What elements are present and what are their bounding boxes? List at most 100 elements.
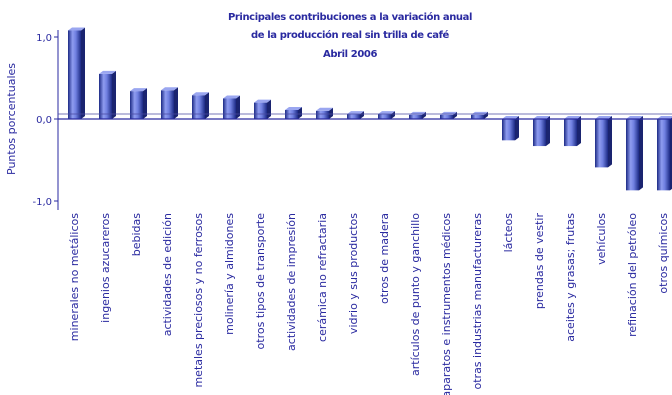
bar [409, 111, 426, 119]
chart-title-line-1: Principales contribuciones a la variació… [228, 11, 472, 23]
bar-side [577, 116, 581, 147]
bar [223, 95, 240, 119]
category-labels: minerales no metálicos ingenios azucarero… [68, 213, 670, 395]
bar-face [347, 114, 360, 119]
y-tick-label: -1,0 [32, 197, 52, 208]
bar-face [99, 73, 112, 119]
bar-face [564, 119, 577, 147]
bar-side [174, 87, 178, 119]
chart-title-line-2: de la producción real sin trilla de café [251, 29, 449, 41]
bar [130, 88, 147, 119]
bar-face [626, 119, 639, 191]
category-label: aparatos e instrumentos médicos [440, 213, 453, 395]
category-label: otros químicos [657, 213, 670, 294]
bar-side [608, 116, 612, 168]
bar-side [360, 111, 364, 119]
y-tick-label: 0,0 [36, 115, 52, 126]
bar-face [657, 119, 670, 191]
category-label: actividades de edición [161, 213, 174, 336]
bar [533, 116, 550, 147]
bar [68, 27, 85, 119]
bar-side [112, 70, 116, 119]
bar-side [329, 107, 333, 119]
bar-top [223, 95, 240, 99]
bar-side [205, 92, 209, 119]
category-label: actividades de impresión [285, 213, 298, 351]
bar-top [657, 116, 672, 119]
bar-side [81, 27, 85, 119]
bar-face [378, 114, 391, 119]
category-label: ingenios azucareros [99, 213, 112, 323]
bar [626, 116, 643, 191]
category-label: otras industrias manufactureras [471, 213, 484, 390]
bar-top [347, 111, 364, 115]
bar-top [626, 116, 643, 119]
bar-face [502, 119, 515, 141]
bar-top [254, 99, 271, 103]
bar [316, 107, 333, 119]
bar [595, 116, 612, 168]
bar [192, 92, 209, 119]
bar-face [130, 91, 143, 119]
bar-side [298, 106, 302, 119]
bar-face [223, 98, 236, 119]
category-label: bebidas [130, 213, 143, 257]
bar [657, 116, 672, 191]
bar-top [192, 92, 209, 96]
bar-top [502, 116, 519, 119]
bar [378, 111, 395, 119]
category-label: vidrio y sus productos [347, 213, 360, 334]
bar-face [533, 119, 546, 147]
y-ticks: 1,0 0,0 -1,0 [32, 33, 58, 208]
bar-face [161, 90, 174, 119]
category-label: minerales no metálicos [68, 213, 81, 341]
category-label: cerámica no refractaria [316, 213, 329, 342]
category-label: otros tipos de transporte [254, 213, 267, 350]
bar-top [130, 88, 147, 92]
bar-face [68, 30, 81, 119]
bar [440, 111, 457, 119]
bar-top [161, 87, 178, 91]
bar [564, 116, 581, 147]
bar-top [564, 116, 581, 119]
bar [347, 111, 364, 119]
category-label: refinación del petróleo [626, 213, 639, 337]
bar [161, 87, 178, 119]
category-label: otros de madera [378, 213, 391, 304]
category-label: metales preciosos y no ferrosos [192, 213, 205, 388]
category-label: artículos de punto y ganchillo [409, 213, 422, 376]
bar-face [192, 95, 205, 119]
bar [99, 70, 116, 119]
bar-top [316, 107, 333, 111]
bar-top [533, 116, 550, 119]
bar-side [143, 88, 147, 119]
bar-face [440, 114, 453, 119]
y-tick-label: 1,0 [36, 33, 52, 44]
y-axis-label: Puntos porcentuales [5, 63, 18, 175]
chart-title-line-3: Abril 2006 [323, 49, 377, 60]
bar-side [267, 99, 271, 119]
bar [471, 111, 488, 119]
bar-face [471, 114, 484, 119]
bar-top [68, 27, 85, 31]
bar-top [99, 70, 116, 74]
bar-side [546, 116, 550, 147]
bar-top [595, 116, 612, 119]
category-label: vehículos [595, 213, 608, 265]
bars [68, 27, 672, 191]
bar-face [254, 102, 267, 119]
bar [502, 116, 519, 141]
bar [254, 99, 271, 119]
bar-side [236, 95, 240, 119]
bar-top [285, 106, 302, 110]
bar-side [639, 116, 643, 191]
bar [285, 106, 302, 119]
bar-face [595, 119, 608, 168]
bar-face [409, 114, 422, 119]
bar-side [515, 116, 519, 141]
category-label: lácteos [502, 213, 515, 253]
bar-top [378, 111, 395, 115]
bar-face [285, 109, 298, 119]
category-label: aceites y grasas; frutas [564, 213, 577, 342]
